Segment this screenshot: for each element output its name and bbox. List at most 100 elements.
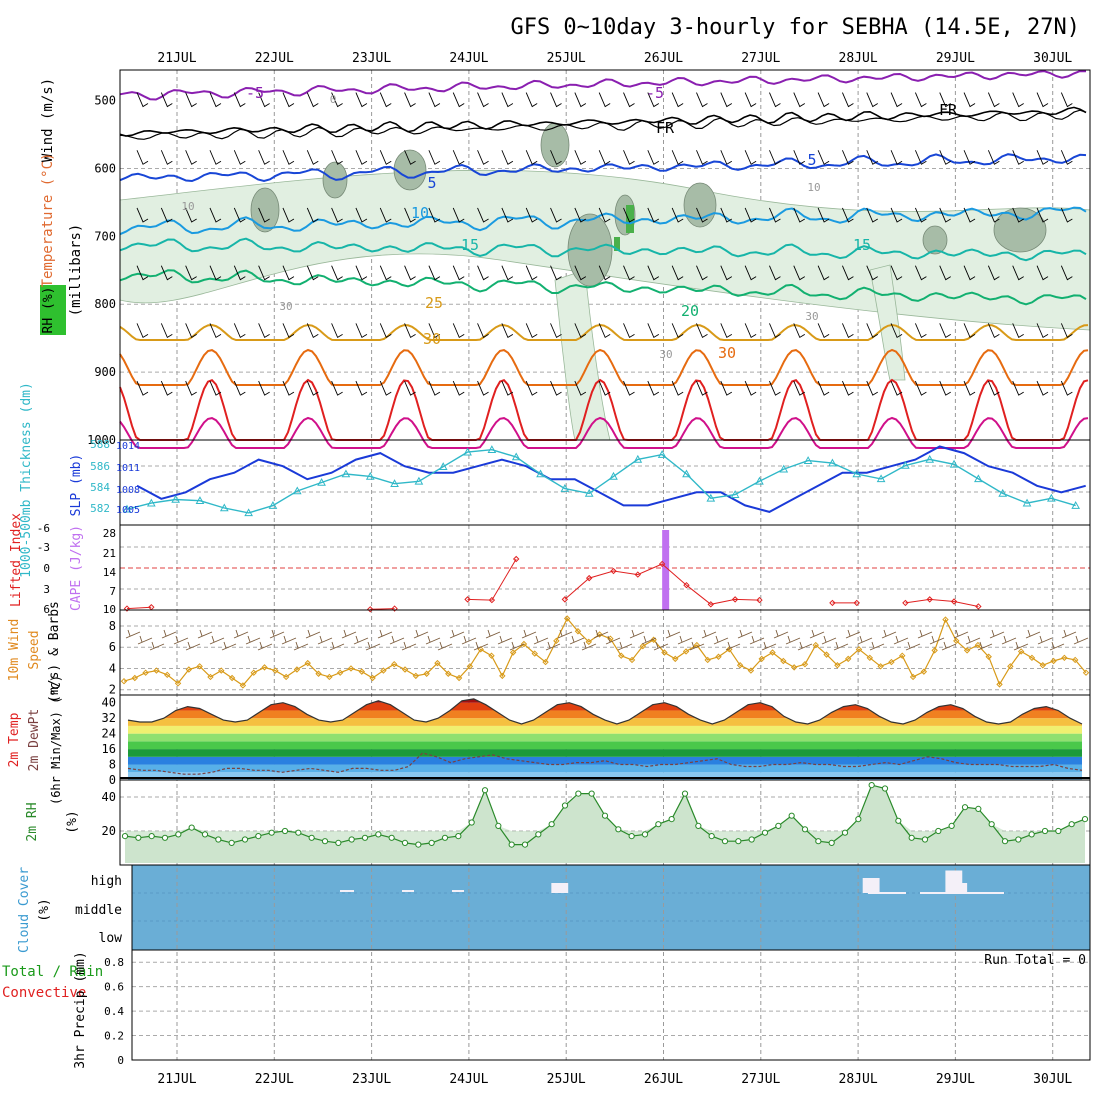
lifted-index-marker — [585, 574, 593, 582]
rh2m-marker — [1001, 838, 1009, 845]
ylabel-rh: RH (%) — [41, 287, 56, 334]
surface-wind-barb — [701, 629, 717, 639]
rh2m-marker — [348, 836, 355, 843]
wind-speed-marker — [553, 637, 560, 645]
wind-speed-marker — [628, 656, 636, 664]
ylabel-total-rain: Total / Rain — [2, 964, 103, 980]
wind-barb — [866, 323, 878, 339]
tick-label: 8 — [109, 619, 116, 633]
wind-speed-line — [123, 617, 1087, 687]
surface-wind-barb — [977, 641, 993, 651]
rh2m-marker — [548, 821, 555, 828]
wind-barb — [452, 323, 465, 339]
wind-barb — [550, 150, 562, 165]
rh2m-marker — [268, 829, 275, 836]
ylabel-10m-wind: 10m Wind — [7, 619, 22, 682]
wind-barb — [477, 265, 489, 281]
rh2m-marker — [828, 839, 835, 847]
wind-speed-marker — [1082, 669, 1090, 676]
thickness-line — [126, 448, 1076, 514]
date-label-top: 26JUL — [644, 51, 683, 66]
wind-barb — [623, 323, 635, 339]
rh2m-marker — [588, 790, 595, 797]
wind-barb — [1036, 92, 1049, 108]
wind-barb — [1036, 150, 1049, 165]
wind-barb — [355, 380, 368, 396]
wind-barb — [696, 92, 708, 108]
wind-barb — [379, 92, 392, 108]
wind-barb — [282, 207, 295, 223]
wind-barb — [477, 380, 489, 396]
wind-speed-marker — [1017, 648, 1025, 655]
tick-label: 588 — [90, 438, 110, 451]
date-label-top: 28JUL — [839, 51, 878, 66]
wind-speed-marker — [693, 641, 701, 649]
tick-label: -3 — [37, 541, 50, 554]
wind-barb — [890, 207, 903, 223]
rh2m-marker — [575, 790, 582, 797]
contour-label: 30 — [805, 310, 818, 323]
tick-label: 0 — [117, 1054, 124, 1067]
cloud-level-label: high — [91, 874, 122, 889]
wind-barb — [185, 92, 197, 108]
wind-barb — [720, 265, 733, 281]
wind-barb — [793, 92, 806, 108]
wind-speed-marker — [207, 673, 214, 681]
tick-label: 500 — [94, 94, 116, 108]
surface-wind-barb — [317, 635, 333, 645]
surface-wind-barb — [185, 641, 201, 651]
wind-barb — [282, 380, 295, 396]
wind-speed-marker — [1071, 656, 1079, 664]
wind-barb — [258, 150, 270, 165]
wind-barb — [379, 380, 392, 396]
surface-wind-barb — [305, 629, 321, 639]
surface-wind-barb — [893, 635, 909, 645]
wind-barb — [160, 265, 173, 281]
tick-label: 600 — [94, 161, 116, 175]
temp-band — [128, 710, 1082, 719]
date-label-bottom: 24JUL — [449, 1072, 488, 1087]
wind-barb — [842, 265, 854, 281]
wind-barb — [963, 92, 976, 108]
wind-barb — [598, 265, 611, 281]
wind-speed-marker — [672, 655, 679, 663]
wind-speed-marker — [801, 660, 809, 668]
surface-wind-barb — [245, 635, 261, 645]
isotherm-10 — [119, 206, 1087, 236]
surface-wind-barb — [353, 635, 369, 645]
contour-label: 20 — [681, 302, 699, 320]
wind-speed-marker — [844, 655, 852, 663]
wind-barb — [160, 150, 173, 165]
wind-speed-marker — [164, 671, 171, 679]
wind-barb — [404, 207, 416, 223]
thickness-marker — [414, 476, 424, 485]
wind-barb — [647, 323, 660, 339]
wind-speed-marker — [790, 664, 798, 671]
wind-barb — [574, 207, 587, 223]
wind-barb — [209, 92, 222, 108]
wind-barb — [769, 207, 781, 223]
wind-barb — [1060, 323, 1073, 339]
surface-wind-barb — [653, 641, 669, 651]
date-label-bottom: 29JUL — [936, 1072, 975, 1087]
wind-barb — [817, 265, 830, 281]
lifted-index-marker — [367, 606, 374, 613]
wind-barb — [233, 265, 246, 281]
cloud-trace — [920, 892, 1004, 894]
wind-barb — [939, 207, 951, 223]
tick-label: 24 — [102, 727, 116, 741]
thickness-marker — [779, 464, 789, 473]
date-label-top: 29JUL — [936, 51, 975, 66]
wind-barb — [379, 150, 392, 165]
rh2m-marker — [201, 831, 209, 838]
rh2m-marker — [855, 816, 862, 823]
surface-wind-barb — [737, 629, 753, 639]
wind-barb — [914, 150, 927, 165]
surface-wind-barb — [821, 635, 837, 645]
ylabel-temperature: Temperature (°C) — [40, 153, 56, 288]
wind-speed-marker — [261, 664, 268, 671]
rh2m-marker — [1041, 827, 1049, 835]
wind-barb — [696, 150, 708, 165]
wind-speed-marker — [423, 670, 430, 677]
rh2m-marker — [455, 833, 462, 840]
